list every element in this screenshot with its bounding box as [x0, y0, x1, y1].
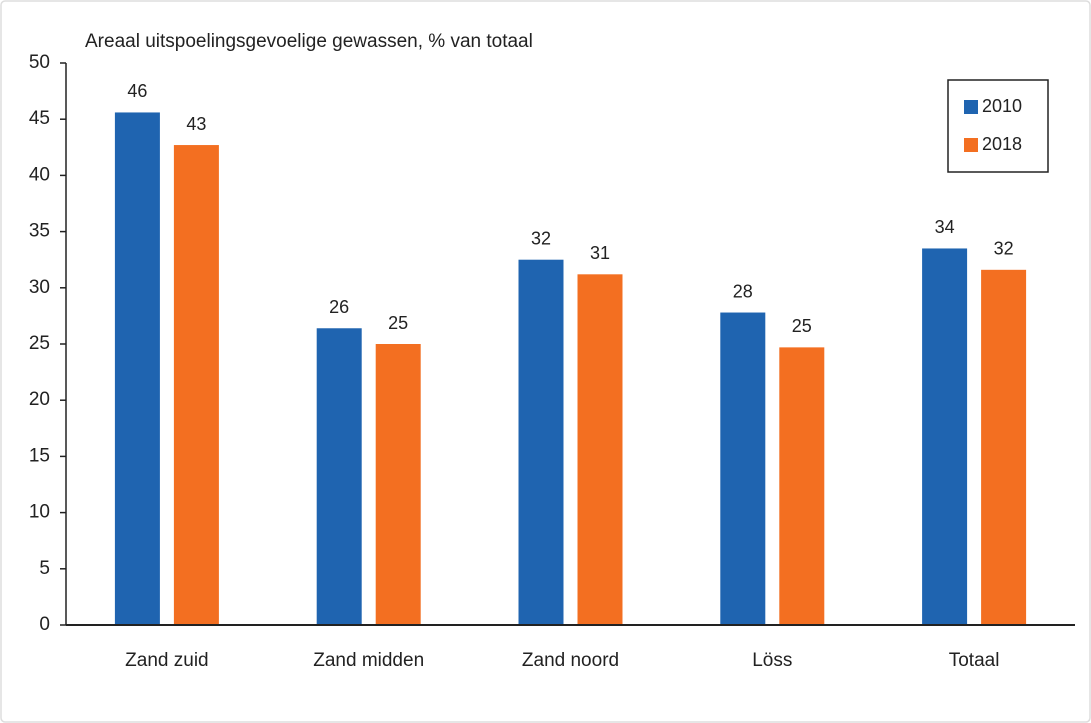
- data-label: 28: [733, 281, 753, 301]
- y-tick-label: 45: [29, 108, 50, 129]
- data-label: 26: [329, 297, 349, 317]
- y-tick-label: 5: [39, 558, 50, 579]
- bar: [981, 269, 1027, 625]
- x-tick-label: Zand midden: [313, 650, 424, 671]
- bar: [577, 274, 623, 625]
- data-label: 25: [388, 313, 408, 333]
- legend-label: 2010: [982, 96, 1022, 116]
- legend-swatch: [964, 100, 978, 114]
- legend-label: 2018: [982, 134, 1022, 154]
- y-tick-label: 40: [29, 164, 50, 185]
- bar: [922, 248, 968, 625]
- legend-swatch: [964, 138, 978, 152]
- x-tick-label: Zand noord: [522, 650, 619, 671]
- y-tick-label: 0: [39, 614, 50, 635]
- data-label: 31: [590, 243, 610, 263]
- y-tick-label: 25: [29, 333, 50, 354]
- y-tick-label: 50: [29, 52, 50, 73]
- legend-box: [947, 79, 1049, 173]
- data-label: 46: [127, 81, 147, 101]
- data-label: 32: [531, 228, 551, 248]
- bar: [114, 112, 160, 626]
- data-label: 34: [935, 217, 955, 237]
- data-label: 43: [186, 114, 206, 134]
- y-tick-label: 15: [29, 445, 50, 466]
- x-tick-label: Totaal: [949, 650, 1000, 671]
- y-tick-label: 10: [29, 502, 50, 523]
- bar: [173, 145, 219, 625]
- data-label: 32: [994, 239, 1014, 259]
- x-tick-label: Zand zuid: [125, 650, 208, 671]
- bar: [779, 347, 825, 625]
- bar: [720, 312, 766, 625]
- x-tick-label: Löss: [752, 650, 792, 671]
- bar: [375, 344, 421, 625]
- chart-title: Areaal uitspoelingsgevoelige gewassen, %…: [85, 31, 533, 52]
- y-tick-label: 35: [29, 221, 50, 242]
- bar: [518, 259, 564, 625]
- data-label: 25: [792, 316, 812, 336]
- bar: [316, 328, 362, 625]
- y-tick-label: 30: [29, 277, 50, 298]
- y-tick-label: 20: [29, 389, 50, 410]
